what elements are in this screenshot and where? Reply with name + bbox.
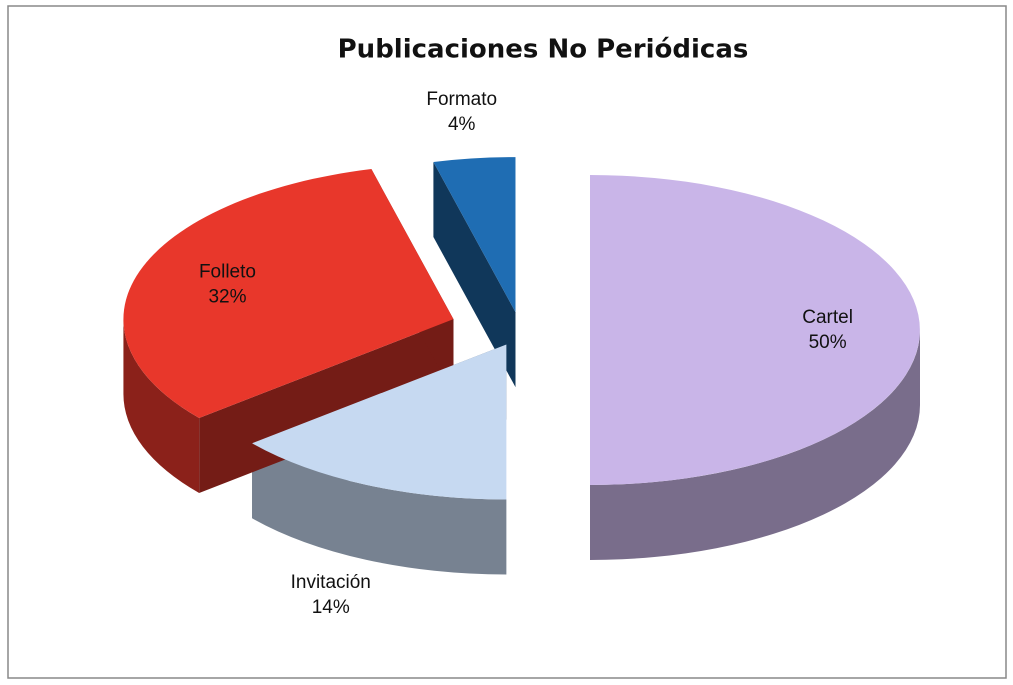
slice-label: Cartel [802, 307, 853, 328]
slice-value-label: 32% [208, 287, 246, 308]
slice-value-label: 4% [448, 114, 476, 135]
slice-label: Folleto [199, 262, 256, 283]
slice-tops [123, 157, 920, 500]
slice-value-label: 14% [312, 597, 350, 618]
pie-slice [123, 169, 454, 418]
slice-side [252, 443, 507, 575]
pie-slice [433, 157, 516, 313]
pie-slice [590, 175, 920, 485]
pie-slice [252, 344, 507, 500]
slice-wall [199, 319, 454, 493]
slice-wall [433, 162, 516, 388]
chart-title: Publicaciones No Periódicas [338, 35, 749, 65]
slice-label: Formato [426, 89, 497, 110]
slice-side [123, 319, 200, 493]
slice-label: Invitación [291, 572, 371, 593]
slice-value-label: 50% [809, 332, 847, 353]
slice-side [590, 330, 920, 560]
